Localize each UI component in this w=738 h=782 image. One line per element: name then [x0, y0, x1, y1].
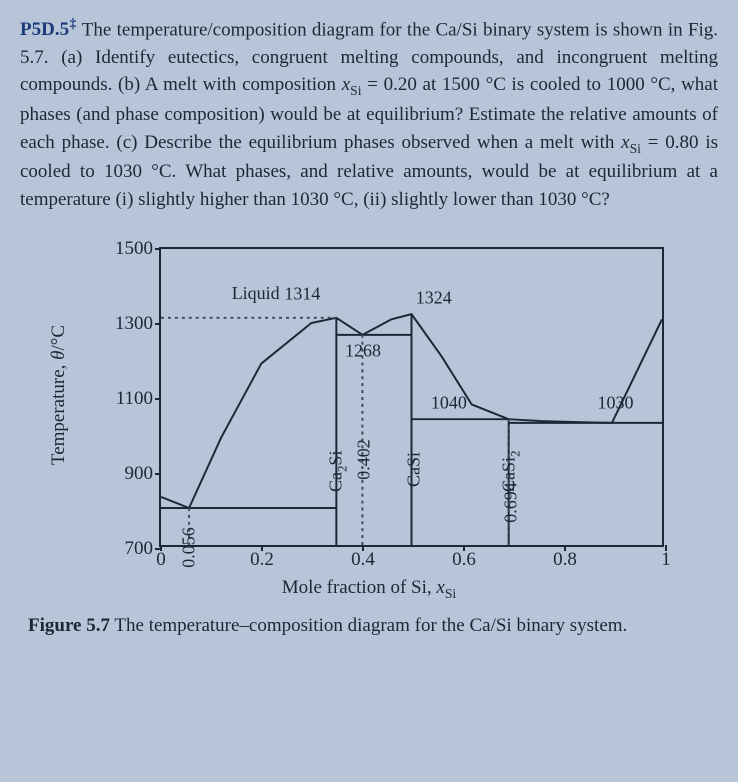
temperature-label: 1324	[416, 288, 452, 309]
plot-box: 70090011001300150000.20.40.60.810.0560.4…	[159, 247, 664, 547]
dashed-vertical-label: 0.402	[354, 439, 375, 480]
var-xsi-1: x	[342, 74, 350, 95]
ytick-label: 1100	[116, 388, 161, 410]
xtick-label: 0.4	[351, 545, 375, 571]
figure-caption: Figure 5.7 The temperature–composition d…	[20, 613, 718, 640]
xtick-label: 0.2	[250, 545, 274, 571]
temperature-label: 1030	[598, 393, 634, 414]
compound-label: CaSi2	[499, 451, 524, 493]
xtick-label: 0.8	[553, 545, 577, 571]
phase-diagram-chart: Temperature, θ/°C 70090011001300150000.2…	[49, 235, 689, 595]
compound-label: CaSi	[403, 452, 424, 487]
caption-label: Figure 5.7	[28, 615, 110, 636]
var-xsi-2: x	[621, 132, 629, 153]
ytick-label: 1500	[115, 238, 161, 260]
xtick-label: 0.6	[452, 545, 476, 571]
y-axis-label: Temperature, θ/°C	[48, 325, 70, 465]
dashed-vertical-label: 0.056	[179, 527, 200, 568]
problem-label: P5D.5‡	[20, 19, 77, 40]
liquid-region-label: Liquid	[232, 283, 280, 304]
ytick-label: 1300	[115, 313, 161, 335]
x-axis-label: Mole fraction of Si, xSi	[49, 577, 689, 602]
problem-statement: P5D.5‡ The temperature/composition diagr…	[20, 14, 718, 213]
temperature-label: 1040	[431, 393, 467, 414]
ytick-label: 900	[125, 463, 162, 485]
xtick-label: 0	[156, 545, 166, 571]
compound-label: Ca2Si	[325, 451, 350, 493]
temperature-label: 1314	[284, 284, 320, 305]
xtick-label: 1	[661, 545, 671, 571]
temperature-label: 1268	[345, 340, 381, 361]
